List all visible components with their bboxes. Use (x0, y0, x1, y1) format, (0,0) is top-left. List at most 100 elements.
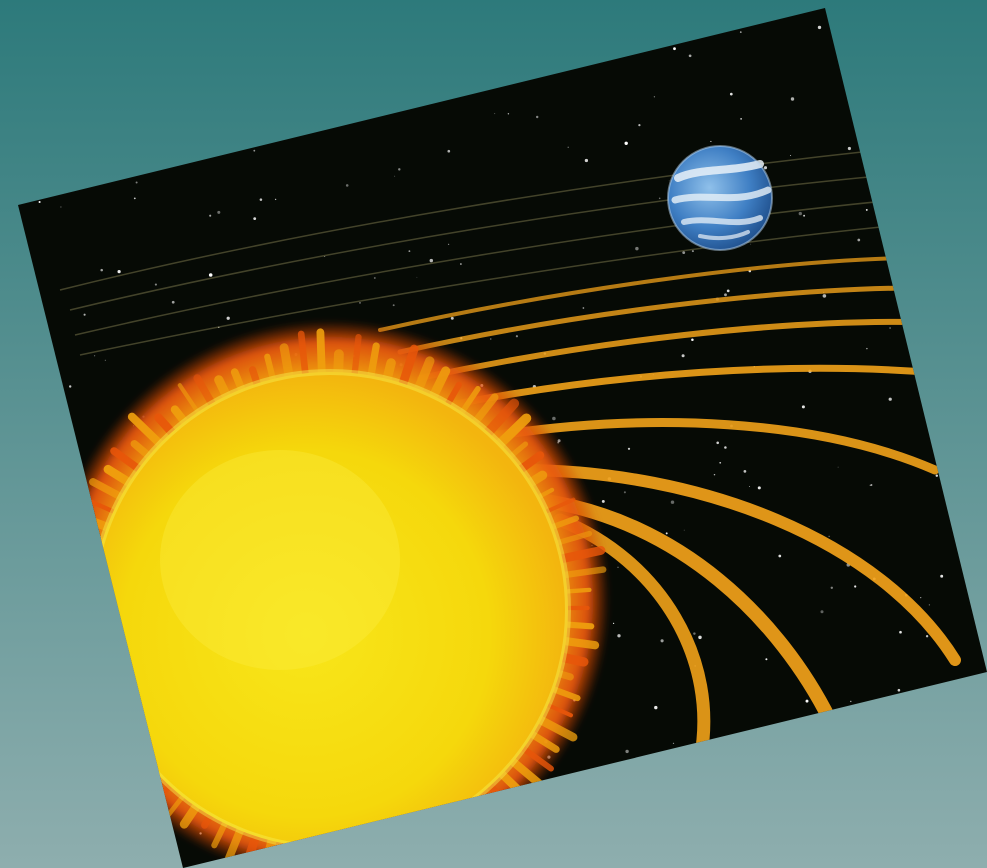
star (218, 326, 220, 328)
sun-flare (193, 374, 218, 411)
star (623, 491, 626, 494)
star (672, 742, 675, 745)
star (274, 198, 277, 201)
star (670, 500, 675, 504)
star (535, 115, 539, 119)
sun-flare (127, 412, 168, 451)
star (100, 268, 103, 272)
star (920, 596, 922, 599)
star (665, 532, 668, 535)
star (925, 635, 929, 638)
star (790, 155, 792, 156)
star (820, 610, 824, 614)
star (208, 273, 213, 277)
star (345, 184, 349, 187)
star (817, 25, 822, 30)
star (660, 639, 664, 643)
star (854, 585, 857, 588)
star (104, 359, 106, 361)
star (429, 258, 434, 263)
star (857, 238, 861, 242)
star (171, 300, 175, 304)
star (724, 446, 727, 449)
star (740, 118, 742, 120)
star (869, 484, 871, 486)
star (259, 198, 263, 201)
star (638, 124, 641, 127)
orbit-ring (446, 364, 929, 409)
star (653, 96, 656, 98)
star (226, 316, 230, 320)
star (683, 529, 685, 531)
star (899, 630, 902, 634)
star (803, 214, 806, 217)
star (584, 158, 589, 163)
star (394, 175, 396, 177)
star (897, 688, 901, 692)
star (635, 246, 639, 251)
sun-flare (89, 478, 130, 503)
star (507, 113, 510, 115)
star (658, 197, 661, 200)
sun-flare (412, 356, 435, 398)
star (693, 632, 696, 635)
sun-flare (468, 393, 499, 430)
sun-flare (297, 330, 310, 381)
star (447, 149, 451, 153)
star (765, 658, 768, 661)
star (691, 250, 694, 253)
star (612, 622, 615, 625)
star (627, 447, 631, 450)
star (668, 180, 670, 182)
star (494, 113, 496, 115)
star (716, 441, 719, 445)
sun-flare (492, 413, 532, 452)
star (398, 168, 401, 171)
star (710, 140, 712, 142)
star (359, 302, 361, 304)
star (552, 416, 556, 421)
sun-flare (397, 344, 419, 392)
star (490, 338, 492, 340)
star (567, 146, 569, 148)
star (617, 634, 621, 638)
sun-flare (366, 342, 380, 384)
star (515, 335, 519, 338)
star (778, 554, 782, 558)
sun-flare (279, 343, 295, 384)
star (743, 470, 747, 473)
star (801, 405, 805, 409)
orbit-ring (378, 256, 902, 332)
star (865, 208, 868, 211)
star (729, 92, 733, 96)
sun-flare (351, 333, 362, 381)
sun-flare (316, 328, 326, 381)
star (624, 141, 628, 145)
star (408, 250, 411, 253)
earth (667, 145, 773, 251)
star (739, 31, 742, 33)
sun-flare (264, 353, 277, 386)
star (822, 294, 827, 298)
star (698, 635, 702, 640)
star (870, 484, 873, 486)
star (83, 313, 86, 316)
sun-flare (110, 447, 147, 476)
star (673, 47, 676, 51)
star (681, 354, 685, 358)
star (847, 146, 851, 151)
star (324, 256, 326, 257)
star (749, 486, 751, 487)
star (617, 566, 619, 568)
star (713, 473, 716, 476)
star (460, 263, 462, 265)
star (392, 304, 395, 307)
star (682, 251, 686, 255)
star (750, 243, 752, 245)
sun-flare (530, 712, 578, 742)
star (726, 289, 730, 293)
star (117, 270, 121, 274)
star (889, 327, 892, 329)
star (38, 200, 41, 204)
